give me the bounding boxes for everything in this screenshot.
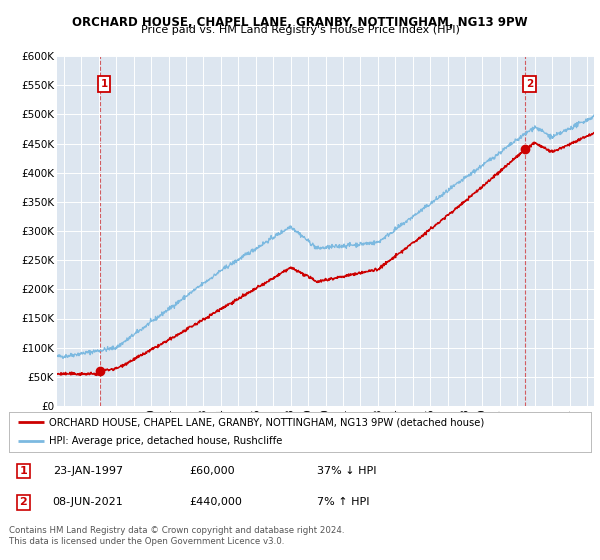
Text: Contains HM Land Registry data © Crown copyright and database right 2024.
This d: Contains HM Land Registry data © Crown c… [9, 526, 344, 546]
Text: 08-JUN-2021: 08-JUN-2021 [53, 497, 124, 507]
Text: 2: 2 [526, 79, 533, 89]
Text: Price paid vs. HM Land Registry's House Price Index (HPI): Price paid vs. HM Land Registry's House … [140, 25, 460, 35]
Text: 1: 1 [19, 466, 27, 476]
Text: 23-JAN-1997: 23-JAN-1997 [53, 466, 123, 476]
Text: 37% ↓ HPI: 37% ↓ HPI [317, 466, 377, 476]
Text: 7% ↑ HPI: 7% ↑ HPI [317, 497, 370, 507]
Text: 2: 2 [19, 497, 27, 507]
Text: ORCHARD HOUSE, CHAPEL LANE, GRANBY, NOTTINGHAM, NG13 9PW (detached house): ORCHARD HOUSE, CHAPEL LANE, GRANBY, NOTT… [49, 418, 484, 427]
Text: ORCHARD HOUSE, CHAPEL LANE, GRANBY, NOTTINGHAM, NG13 9PW: ORCHARD HOUSE, CHAPEL LANE, GRANBY, NOTT… [72, 16, 528, 29]
Text: £60,000: £60,000 [190, 466, 235, 476]
Text: £440,000: £440,000 [190, 497, 242, 507]
Text: 1: 1 [101, 79, 108, 89]
Text: HPI: Average price, detached house, Rushcliffe: HPI: Average price, detached house, Rush… [49, 436, 282, 446]
